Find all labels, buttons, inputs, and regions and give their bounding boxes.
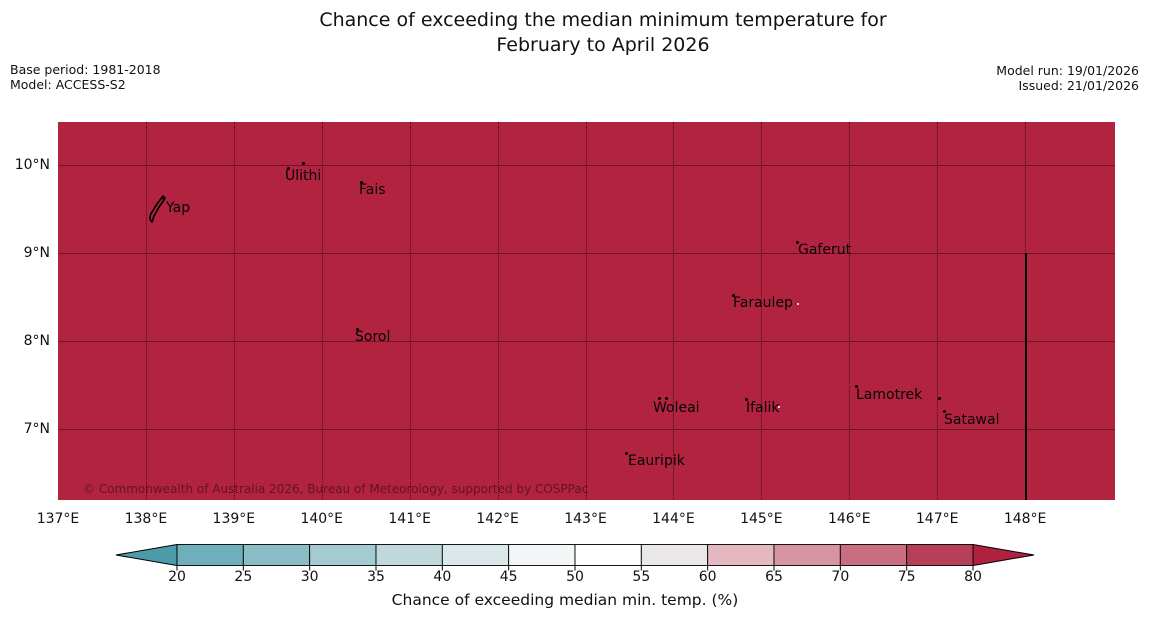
x-axis-tick-label: 143°E [564, 511, 607, 527]
colorbar-segment [906, 544, 974, 566]
colorbar-tick-label: 60 [698, 569, 717, 585]
colorbar-tick-label: 55 [632, 569, 651, 585]
colorbar-under-arrow [115, 544, 178, 567]
colorbar-segment [441, 544, 510, 566]
island-marker-dot [302, 162, 305, 165]
colorbar-segment [309, 544, 377, 566]
island-label-lamotrek: Lamotrek [856, 387, 923, 403]
island-label-yap: Yap [166, 200, 191, 216]
yap-island-outline-icon [149, 195, 166, 223]
x-axis-tick-label: 144°E [652, 511, 695, 527]
chart-title: Chance of exceeding the median minimum t… [319, 8, 886, 57]
longitude-gridline [673, 122, 675, 500]
island-marker-dot [287, 167, 290, 170]
island-marker-dot [745, 398, 748, 401]
colorbar-tick-label: 50 [566, 569, 584, 585]
colorbar-segment [640, 544, 709, 566]
y-axis-tick-label: 9°N [23, 244, 50, 261]
colorbar-tick-label: 80 [964, 569, 982, 585]
colorbar-segment [375, 544, 443, 566]
x-axis-tick-label: 139°E [212, 511, 256, 527]
colorbar-tick-label: 30 [300, 569, 319, 585]
colorbar-segment [508, 544, 576, 566]
island-marker-dot [855, 385, 858, 388]
issued-label: Issued: 21/01/2026 [1018, 77, 1140, 93]
colorbar-tick-label: 45 [499, 569, 518, 585]
colorbar-tick-label: 70 [831, 569, 850, 585]
base-period-label: Base period: 1981-2018 [10, 62, 161, 77]
longitude-gridline [233, 122, 235, 500]
colorbar-tick-label: 35 [367, 569, 385, 585]
island-marker-dot [796, 241, 799, 244]
x-axis-tick-label: 140°E [300, 511, 344, 527]
longitude-gridline [145, 122, 147, 500]
island-marker-dot [658, 397, 661, 400]
x-axis-tick-label: 146°E [827, 511, 871, 527]
longitude-gridline [321, 122, 323, 500]
y-axis-tick-label: 7°N [23, 420, 50, 437]
y-axis-tick-label: 10°N [14, 157, 50, 173]
longitude-gridline [585, 122, 587, 500]
longitude-gridline [849, 122, 851, 500]
colorbar-segment [574, 544, 642, 566]
longitude-gridline [761, 122, 763, 500]
map-plot: © Commonwealth of Australia 2026, Bureau… [58, 122, 1115, 500]
colorbar-label: Chance of exceeding median min. temp. (%… [391, 591, 739, 609]
model-run-label: Model run: 19/01/2026 [996, 63, 1139, 78]
island-marker-dot-white [797, 303, 799, 305]
y-axis-tick-label: 8°N [23, 332, 50, 349]
x-axis-tick-label: 147°E [915, 511, 959, 527]
longitude-gridline [937, 122, 939, 500]
colorbar-segment [839, 544, 908, 566]
island-label-satawal: Satawal [944, 412, 1000, 428]
x-axis-tick-label: 145°E [740, 511, 783, 527]
colorbar-segment [242, 544, 311, 566]
x-axis-tick-label: 142°E [476, 511, 519, 527]
island-marker-dot [943, 410, 946, 413]
island-label-sorol: Sorol [355, 329, 391, 345]
x-axis-tick-label: 138°E [124, 511, 168, 527]
colorbar [115, 544, 1035, 571]
island-label-eauripik: Eauripik [628, 453, 685, 469]
island-label-woleai: Woleai [653, 400, 700, 416]
island-marker-dot [665, 397, 668, 400]
longitude-gridline [497, 122, 499, 500]
island-label-gaferut: Gaferut [798, 242, 852, 258]
colorbar-tick-label: 25 [234, 569, 253, 585]
island-marker-dot [360, 181, 363, 184]
island-marker-dot [625, 452, 628, 455]
chart-title-line1: Chance of exceeding the median minimum t… [319, 9, 887, 31]
island-marker-dot-white [778, 406, 780, 408]
longitude-gridline [409, 122, 411, 500]
island-label-faraulep: Faraulep [733, 295, 793, 311]
model-label: Model: ACCESS-S2 [10, 76, 126, 92]
colorbar-tick-label: 65 [765, 569, 783, 585]
colorbar-segment [707, 544, 775, 566]
island-label-fais: Fais [359, 182, 386, 198]
x-axis-tick-label: 148°E [1003, 511, 1047, 527]
copyright-notice: © Commonwealth of Australia 2026, Bureau… [83, 482, 589, 496]
island-label-ifalik: Ifalik [746, 400, 780, 416]
colorbar-segment [176, 544, 244, 566]
island-marker-dot [356, 328, 359, 331]
colorbar-over-arrow [972, 544, 1035, 567]
island-marker-dot [938, 397, 941, 400]
x-axis-tick-label: 141°E [388, 511, 431, 527]
island-label-ulithi: Ulithi [285, 168, 322, 184]
colorbar-tick-label: 75 [897, 569, 916, 585]
colorbar-tick-label: 40 [433, 569, 452, 585]
x-axis-tick-label: 137°E [36, 511, 80, 527]
island-marker-dot [732, 294, 735, 297]
chart-title-line2: February to April 2026 [496, 33, 710, 56]
solid-meridian-line [1025, 253, 1027, 500]
colorbar-segment [773, 544, 841, 566]
colorbar-tick-label: 20 [168, 569, 186, 585]
run-metadata-right: Model run: 19/01/2026 Issued: 21/01/2026 [996, 63, 1140, 93]
run-metadata-left: Base period: 1981-2018 Model: ACCESS-S2 [10, 62, 161, 92]
